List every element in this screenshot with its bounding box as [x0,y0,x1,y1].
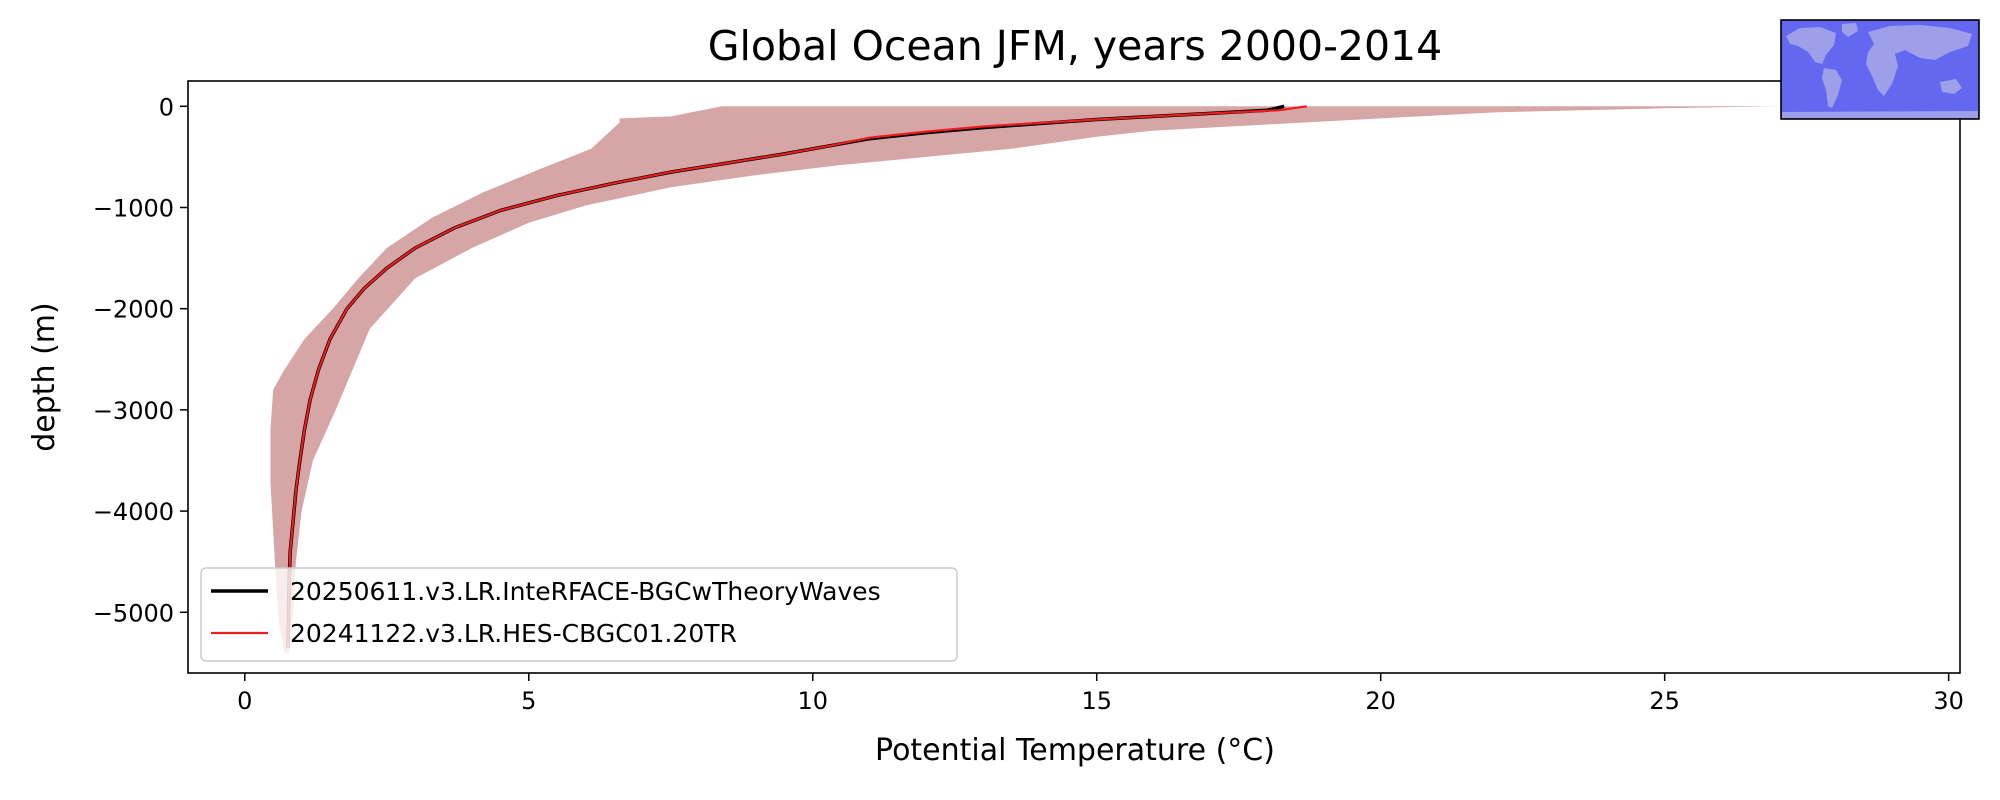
legend-label-series-1: 20250611.v3.LR.InteRFACE-BGCwTheoryWaves [290,577,881,606]
y-tick-label: 0 [159,93,174,121]
legend: 20250611.v3.LR.InteRFACE-BGCwTheoryWaves… [200,567,958,662]
map-frame [1780,19,1980,120]
y-tick-label: −1000 [93,194,174,222]
plot-frame [187,80,1961,674]
legend-label-series-2: 20241122.v3.LR.HES-CBGC01.20TR [290,619,737,648]
series-line-1 [286,104,1285,648]
x-tick-label: 30 [1933,687,1964,715]
y-tick-label: −2000 [93,296,174,324]
x-axis-ticks: 0 5 10 15 20 25 30 [237,673,1964,715]
map-land-australia [1940,79,1962,94]
y-axis-label: depth (m) [27,302,62,452]
y-tick-label: −5000 [93,599,174,627]
map-land-eurasia-africa [1866,25,1972,96]
map-land-north-america [1786,27,1836,64]
map-land-greenland [1842,23,1858,37]
x-axis-label: Potential Temperature (°C) [875,733,1275,768]
x-tick-label: 15 [1081,687,1112,715]
x-tick-label: 0 [237,687,252,715]
y-tick-label: −3000 [93,397,174,425]
x-tick-label: 20 [1365,687,1396,715]
y-tick-label: −4000 [93,498,174,526]
map-land-antarctica [1782,111,1978,118]
inset-map [1780,19,1980,120]
series-line-2 [286,105,1308,648]
chart-title: Global Ocean JFM, years 2000-2014 [708,22,1442,70]
x-tick-label: 5 [521,687,536,715]
series-layer [286,104,1308,648]
x-tick-label: 25 [1649,687,1680,715]
map-land-south-america [1822,68,1842,108]
plot-area [270,104,1779,653]
legend-box [200,567,958,662]
x-tick-label: 10 [797,687,828,715]
y-axis-ticks: 0 −1000 −2000 −3000 −4000 −5000 [93,93,188,627]
